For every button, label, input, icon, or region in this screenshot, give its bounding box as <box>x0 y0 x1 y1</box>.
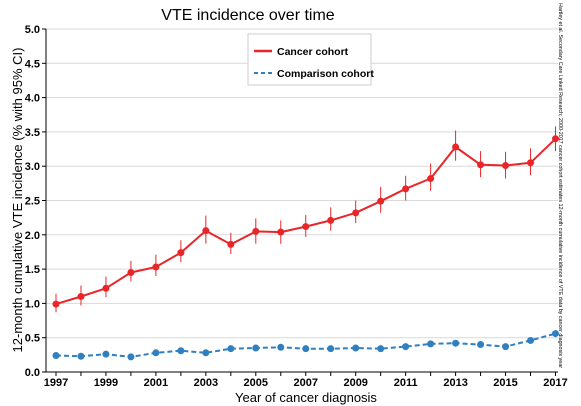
data-point <box>177 347 185 355</box>
data-point <box>277 343 285 351</box>
x-tick-label: 2003 <box>194 377 218 389</box>
data-point <box>427 340 435 348</box>
data-point <box>502 162 510 170</box>
y-tick-label: 4.0 <box>25 93 40 105</box>
data-series <box>52 126 560 361</box>
data-point <box>77 352 85 360</box>
y-tick-label: 3.5 <box>25 127 40 139</box>
x-tick-label: 2015 <box>493 377 517 389</box>
data-point <box>352 209 360 217</box>
data-point <box>102 350 110 358</box>
y-tick-label: 0.5 <box>25 333 40 345</box>
data-point <box>377 345 385 353</box>
series-comparison-cohort <box>52 330 560 361</box>
data-point <box>202 349 210 357</box>
y-tick-label: 4.5 <box>25 58 40 70</box>
data-point <box>377 197 385 205</box>
legend: Cancer cohort Comparison cohort <box>247 33 374 86</box>
data-point <box>52 352 60 360</box>
side-annotation: Hartley et al. Secondary Care Linked Res… <box>557 3 563 368</box>
x-tick-label: 1999 <box>94 377 118 389</box>
data-point <box>552 135 560 143</box>
legend-label-cancer-cohort: Cancer cohort <box>277 46 349 58</box>
legend-box <box>247 33 372 86</box>
data-point <box>202 227 210 235</box>
x-axis-title: Year of cancer diagnosis <box>235 390 377 405</box>
data-point <box>177 249 185 257</box>
data-point <box>427 175 435 183</box>
data-point <box>327 345 335 353</box>
x-tick-label: 2009 <box>343 377 367 389</box>
data-point <box>352 344 360 352</box>
data-point <box>127 269 135 277</box>
legend-label-comparison-cohort: Comparison cohort <box>277 68 374 80</box>
data-point <box>527 336 535 344</box>
data-point <box>227 345 235 353</box>
data-point <box>452 339 460 347</box>
data-point <box>152 263 160 271</box>
x-tick-label: 2005 <box>244 377 268 389</box>
x-tick-label: 2013 <box>443 377 467 389</box>
data-point <box>152 349 160 357</box>
data-point <box>527 159 535 167</box>
y-tick-label: 2.5 <box>25 196 40 208</box>
y-tick-label: 1.5 <box>25 264 40 276</box>
x-tick-label: 2001 <box>144 377 168 389</box>
data-point <box>302 223 310 231</box>
series-cancer-cohort <box>52 126 560 313</box>
data-point <box>277 228 285 236</box>
data-point <box>77 293 85 301</box>
data-point <box>302 345 310 353</box>
y-tick-label: 2.0 <box>25 230 40 242</box>
y-tick-label: 0.0 <box>25 367 40 379</box>
x-tick-label: 2011 <box>394 377 418 389</box>
data-point <box>102 284 110 292</box>
data-point <box>402 185 410 193</box>
data-point <box>452 143 460 151</box>
x-tick-label: 2017 <box>543 377 567 389</box>
y-axis-title: 12-month cumulative VTE incidence (% wit… <box>10 48 25 353</box>
data-point <box>327 216 335 224</box>
y-tick-label: 3.0 <box>25 161 40 173</box>
data-point <box>252 344 260 352</box>
data-point <box>252 227 260 235</box>
data-point <box>227 240 235 248</box>
data-point <box>477 161 485 169</box>
y-tick-label: 1.0 <box>25 298 40 310</box>
chart-title: VTE incidence over time <box>161 7 335 24</box>
x-tick-label: 1997 <box>44 377 68 389</box>
data-point <box>127 353 135 361</box>
x-tick-label: 2007 <box>294 377 318 389</box>
y-tick-label: 5.0 <box>25 24 40 36</box>
data-point <box>402 343 410 351</box>
data-point <box>52 300 60 308</box>
data-point <box>502 343 510 351</box>
data-point <box>552 330 560 338</box>
data-point <box>477 341 485 349</box>
axes: 0.0 0.5 1.0 1.5 2.0 2.5 3.0 3.5 4.0 4.5 5.0 1997 199… <box>25 24 568 389</box>
